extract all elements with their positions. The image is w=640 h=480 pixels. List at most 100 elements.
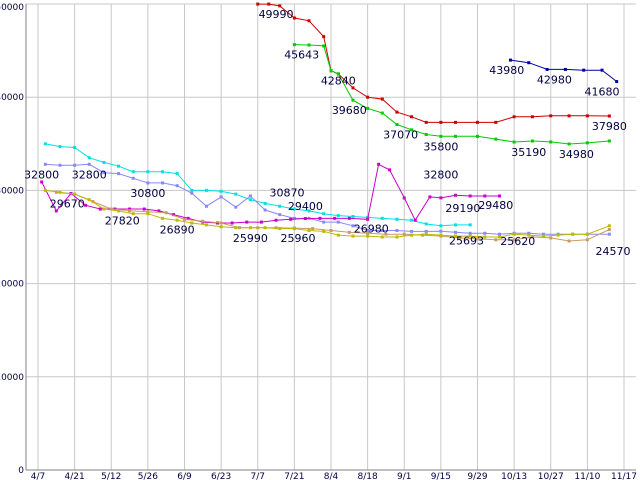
data-point: [527, 231, 531, 235]
series-5: [40, 162, 501, 225]
data-point: [607, 228, 611, 232]
data-point: [172, 213, 176, 217]
data-point: [219, 195, 223, 199]
data-point: [549, 114, 553, 118]
x-tick-label: 6/9: [177, 472, 192, 480]
data-label: 24570: [596, 245, 631, 258]
data-point: [497, 235, 501, 239]
data-label: 37980: [592, 120, 627, 133]
data-point: [413, 218, 417, 222]
data-point: [43, 162, 47, 166]
data-point: [204, 188, 208, 192]
x-tick-label: 9/29: [467, 472, 487, 480]
data-point: [571, 232, 575, 236]
data-point: [234, 192, 238, 196]
data-point: [483, 231, 487, 235]
data-point: [497, 232, 501, 236]
data-point: [494, 137, 498, 141]
data-point: [585, 141, 589, 145]
data-point: [190, 188, 194, 192]
axes: 0 10000 20000 30000 40000 50000 4/7 4/21 5/12 5/2…: [0, 3, 637, 480]
y-tick-label: 0: [18, 466, 24, 476]
data-point: [468, 234, 472, 238]
data-point: [307, 228, 311, 232]
x-tick-label: 8/4: [324, 472, 339, 480]
data-point: [366, 228, 370, 232]
data-point: [87, 156, 91, 160]
x-tick-label: 7/21: [284, 472, 304, 480]
data-point: [351, 224, 355, 228]
x-tick-label: 10/13: [501, 472, 527, 480]
data-point: [388, 168, 392, 172]
data-point: [439, 224, 443, 228]
data-point: [259, 220, 263, 224]
data-point: [292, 227, 296, 231]
data-point: [278, 227, 282, 231]
data-point: [424, 229, 428, 233]
data-point: [476, 134, 479, 138]
data-point: [497, 194, 501, 198]
data-point: [439, 120, 443, 124]
data-point: [454, 193, 458, 197]
data-point: [43, 188, 47, 192]
data-point: [351, 214, 355, 218]
data-point: [322, 35, 326, 39]
data-point: [333, 216, 337, 220]
data-point: [366, 231, 370, 235]
data-point: [567, 114, 571, 118]
data-point: [336, 72, 340, 76]
data-point: [545, 67, 549, 71]
data-point: [384, 232, 388, 236]
data-point: [219, 221, 223, 225]
data-point: [395, 110, 399, 114]
data-point: [292, 207, 296, 211]
data-point: [567, 239, 571, 243]
data-label: 29190: [445, 202, 480, 215]
data-point: [161, 181, 165, 185]
data-point: [424, 120, 428, 124]
series-line: [257, 3, 610, 123]
x-tick-label: 7/7: [251, 472, 265, 480]
data-point: [468, 223, 472, 227]
data-point: [380, 97, 384, 101]
data-point: [87, 198, 91, 202]
data-point: [336, 214, 340, 218]
data-point: [311, 227, 315, 231]
data-point: [146, 210, 150, 214]
data-point: [175, 172, 179, 176]
data-point: [607, 139, 611, 143]
data-point: [131, 170, 135, 174]
y-tick-label: 30000: [0, 186, 24, 196]
data-point: [366, 217, 370, 221]
data-point: [457, 236, 461, 240]
data-point: [98, 207, 102, 211]
data-point: [256, 2, 260, 6]
data-point: [190, 191, 194, 195]
data-label: 45643: [284, 49, 319, 62]
data-point: [117, 172, 121, 176]
data-label: 42840: [321, 75, 356, 88]
data-point: [278, 213, 282, 217]
data-point: [402, 196, 406, 200]
data-point: [468, 231, 472, 235]
data-point: [73, 192, 77, 196]
data-point: [366, 106, 370, 110]
data-point: [245, 220, 249, 224]
data-point: [263, 208, 267, 212]
data-point: [439, 196, 443, 200]
series-line: [45, 143, 471, 227]
x-tick-label: 9/1: [397, 472, 411, 480]
data-label: 35800: [423, 140, 458, 153]
x-tick-label: 11/17: [611, 472, 637, 480]
data-point: [402, 232, 406, 236]
data-point: [131, 212, 135, 216]
data-point: [347, 230, 351, 234]
data-point: [494, 238, 498, 242]
data-label: 30800: [130, 187, 165, 200]
data-point: [278, 4, 282, 8]
data-point: [131, 176, 135, 180]
data-label: 25620: [500, 235, 535, 248]
data-point: [380, 111, 384, 115]
data-point: [454, 234, 458, 238]
